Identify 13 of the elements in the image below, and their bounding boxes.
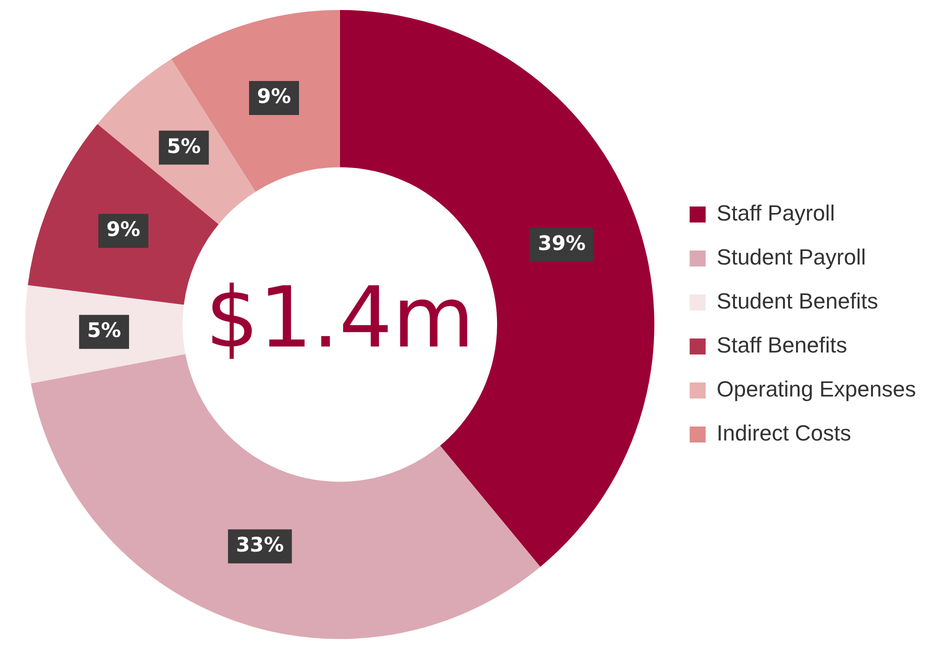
legend-label: Operating Expenses — [716, 376, 916, 402]
data-label: 33% — [236, 532, 284, 557]
data-label: 5% — [166, 134, 201, 158]
text: $1.4m — [205, 268, 474, 366]
data-label: 9% — [257, 84, 292, 108]
legend-label: Staff Payroll — [716, 200, 835, 226]
legend-label: Student Payroll — [716, 244, 866, 270]
legend-label: Indirect Costs — [716, 420, 852, 446]
legend-label: Staff Benefits — [716, 332, 848, 358]
data-label: 5% — [87, 318, 122, 342]
data-label: 39% — [538, 230, 586, 255]
legend-label: Student Benefits — [716, 288, 878, 314]
data-label: 9% — [106, 217, 140, 242]
